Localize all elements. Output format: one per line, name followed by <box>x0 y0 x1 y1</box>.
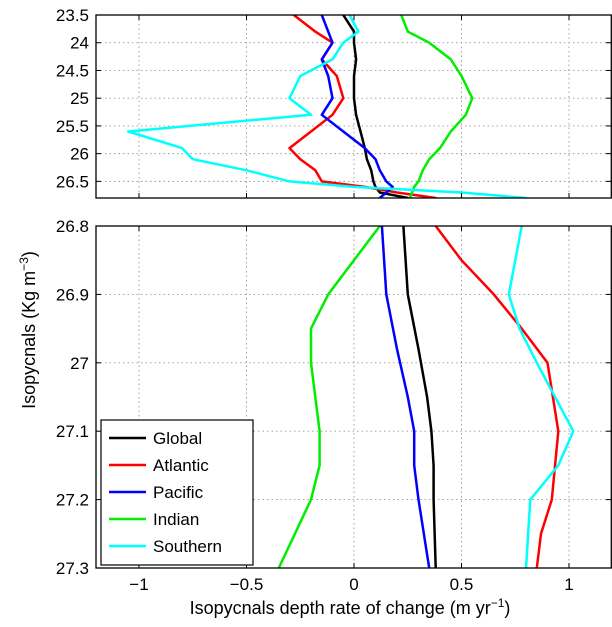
upper-panel: 23.5 24 24.5 25 25.5 26 26.5 <box>56 6 612 199</box>
y-tick-label: 27 <box>70 354 89 373</box>
series-line-pacific-upper <box>320 15 394 198</box>
y-axis-title-sup: −3 <box>17 257 31 271</box>
y-tick-label: 26.5 <box>56 172 89 191</box>
y-axis-title: Isopycnals (Kg m−3) <box>17 251 39 409</box>
x-axis-title-sup: −1 <box>491 596 505 610</box>
legend-label-indian: Indian <box>153 510 199 529</box>
x-tick-label: −1 <box>129 575 148 594</box>
x-tick-label: −0.5 <box>230 575 264 594</box>
series-line-indian-upper <box>400 15 474 198</box>
legend-label-southern: Southern <box>153 537 222 556</box>
y-tick-label: 24.5 <box>56 61 89 80</box>
y-axis-title-end: ) <box>19 251 39 257</box>
y-tick-label: 26.8 <box>56 217 89 236</box>
x-axis-title: Isopycnals depth rate of change (m yr−1) <box>190 596 511 618</box>
x-axis-title-end: ) <box>504 598 510 618</box>
x-tick-label: 0.5 <box>450 575 474 594</box>
x-tick-labels: −1 −0.5 0 0.5 1 <box>129 575 573 594</box>
series-line-global-lower <box>402 226 437 568</box>
legend-label-global: Global <box>153 429 202 448</box>
legend-label-atlantic: Atlantic <box>153 456 209 475</box>
legend-label-pacific: Pacific <box>153 483 204 502</box>
y-tick-label: 25 <box>70 89 89 108</box>
series-line-pacific-lower <box>380 226 431 568</box>
y-tick-label: 27.3 <box>56 559 89 578</box>
y-tick-label: 26 <box>70 145 89 164</box>
x-tick-label: 1 <box>564 575 573 594</box>
y-tick-label: 25.5 <box>56 117 89 136</box>
legend: Global Atlantic Pacific Indian Southern <box>100 419 254 566</box>
series-line-southern-upper <box>126 15 528 198</box>
y-tick-label: 27.1 <box>56 422 89 441</box>
x-axis-title-main: Isopycnals depth rate of change (m yr <box>190 598 491 618</box>
series-line-global-upper <box>342 15 410 198</box>
y-axis-title-main: Isopycnals (Kg m <box>19 271 39 409</box>
series-line-indian-lower <box>277 226 382 568</box>
y-tick-label: 23.5 <box>56 6 89 25</box>
x-tick-label: 0 <box>349 575 358 594</box>
y-tick-label: 26.9 <box>56 285 89 304</box>
series-line-atlantic-lower <box>434 226 560 568</box>
y-tick-label: 24 <box>70 34 89 53</box>
series-line-southern-lower <box>507 226 575 568</box>
y-tick-label: 27.2 <box>56 491 89 510</box>
